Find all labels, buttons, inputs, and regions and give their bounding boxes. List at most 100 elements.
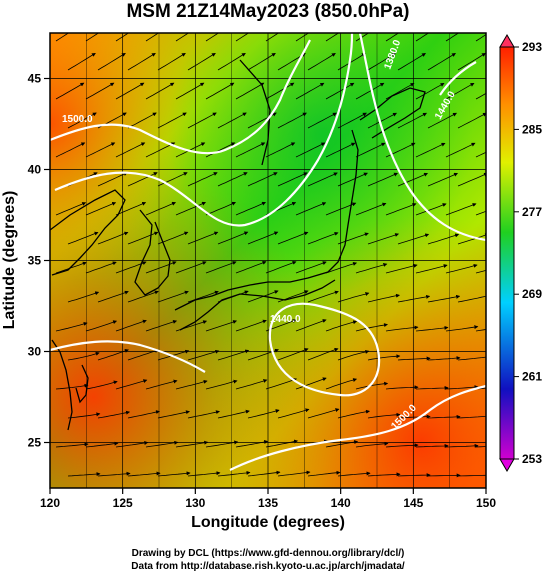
streamline bbox=[157, 172, 188, 187]
streamline bbox=[325, 142, 356, 158]
streamline bbox=[325, 33, 340, 42]
map-title: MSM 21Z14May2023 (850.0hPa) bbox=[126, 1, 409, 22]
streamline bbox=[367, 472, 401, 477]
streamline bbox=[97, 410, 131, 419]
streamline bbox=[97, 172, 128, 187]
streamline bbox=[55, 82, 85, 100]
streamline bbox=[235, 260, 267, 274]
streamline bbox=[67, 351, 100, 361]
colorbar-ticks: 253 261 269 277 285 293 bbox=[514, 40, 542, 466]
streamline bbox=[85, 82, 115, 100]
streamline bbox=[145, 440, 179, 448]
streamline bbox=[475, 269, 486, 274]
streamline bbox=[295, 202, 327, 216]
streamline bbox=[475, 387, 486, 390]
streamline bbox=[295, 142, 326, 158]
streamline bbox=[457, 53, 486, 71]
wind-streamlines bbox=[55, 33, 486, 478]
streamline bbox=[337, 53, 366, 71]
streamline bbox=[55, 202, 87, 216]
streamline bbox=[337, 409, 370, 419]
streamline bbox=[205, 82, 235, 100]
streamline bbox=[157, 410, 190, 419]
contour-1500-north bbox=[50, 39, 311, 155]
streamline bbox=[265, 261, 297, 274]
colorbar-scale bbox=[499, 46, 515, 460]
streamline bbox=[97, 231, 129, 245]
streamline bbox=[277, 231, 309, 245]
streamline bbox=[235, 33, 250, 42]
streamline bbox=[307, 347, 339, 361]
streamline bbox=[337, 471, 371, 477]
streamline bbox=[55, 442, 89, 448]
streamline bbox=[145, 261, 177, 274]
streamline bbox=[415, 325, 449, 332]
streamline bbox=[247, 231, 279, 245]
coastline-taiwan bbox=[75, 364, 89, 404]
streamline bbox=[355, 263, 388, 274]
streamline bbox=[85, 33, 100, 42]
colorbar-tick-label: 285 bbox=[522, 122, 542, 136]
y-tick-label: 35 bbox=[28, 254, 42, 268]
streamline bbox=[205, 33, 220, 42]
streamline bbox=[277, 408, 310, 419]
streamline bbox=[385, 325, 419, 332]
streamline bbox=[157, 112, 187, 129]
streamline bbox=[457, 112, 486, 129]
geopotential-contours bbox=[50, 33, 486, 471]
x-tick-label: 130 bbox=[185, 496, 205, 510]
streamline bbox=[325, 440, 359, 448]
streamline bbox=[415, 82, 445, 100]
coastlines bbox=[50, 59, 426, 431]
streamline bbox=[427, 53, 456, 71]
streamline bbox=[445, 142, 476, 158]
streamline bbox=[145, 379, 178, 390]
credit-data: Data from http://database.rish.kyoto-u.a… bbox=[131, 561, 405, 572]
streamline bbox=[385, 385, 419, 390]
coastline-korea bbox=[134, 209, 171, 296]
streamline bbox=[175, 261, 207, 274]
streamline bbox=[355, 82, 385, 100]
streamline bbox=[445, 385, 479, 390]
colorbar-tick-label: 293 bbox=[522, 40, 542, 54]
streamline bbox=[397, 473, 431, 478]
x-axis-label: Longitude (degrees) bbox=[191, 514, 345, 531]
y-axis-label: Latitude (degrees) bbox=[1, 191, 18, 330]
streamline bbox=[457, 415, 486, 419]
coastline-primorye bbox=[239, 59, 271, 166]
streamline bbox=[55, 142, 86, 158]
streamline bbox=[355, 142, 386, 158]
streamline bbox=[115, 441, 149, 448]
streamline bbox=[85, 261, 117, 274]
streamline bbox=[445, 325, 479, 332]
streamline bbox=[337, 232, 369, 245]
streamline bbox=[205, 379, 238, 390]
streamline bbox=[67, 231, 99, 245]
streamline bbox=[295, 261, 327, 274]
streamline bbox=[85, 380, 118, 390]
streamline bbox=[67, 472, 101, 477]
streamline bbox=[187, 471, 221, 477]
streamline bbox=[265, 439, 299, 448]
streamline bbox=[325, 82, 355, 100]
streamline bbox=[457, 294, 486, 303]
streamline bbox=[445, 203, 477, 216]
contour-1500-west bbox=[50, 340, 206, 373]
streamline bbox=[277, 172, 308, 187]
y-tick-label: 30 bbox=[28, 345, 42, 359]
streamline bbox=[475, 92, 486, 100]
streamline bbox=[67, 52, 96, 71]
streamline bbox=[427, 233, 460, 245]
streamline bbox=[205, 201, 237, 216]
streamline bbox=[475, 446, 486, 448]
streamline bbox=[67, 412, 101, 419]
streamline bbox=[427, 172, 459, 187]
contour-label-1440-south: 1440.0 bbox=[270, 314, 301, 325]
contour-1440-north bbox=[54, 33, 354, 227]
streamline bbox=[397, 356, 431, 361]
streamline bbox=[307, 232, 339, 245]
streamline bbox=[475, 34, 486, 42]
streamline bbox=[367, 412, 401, 419]
coastline-china-south bbox=[51, 339, 73, 431]
streamline bbox=[445, 263, 478, 274]
